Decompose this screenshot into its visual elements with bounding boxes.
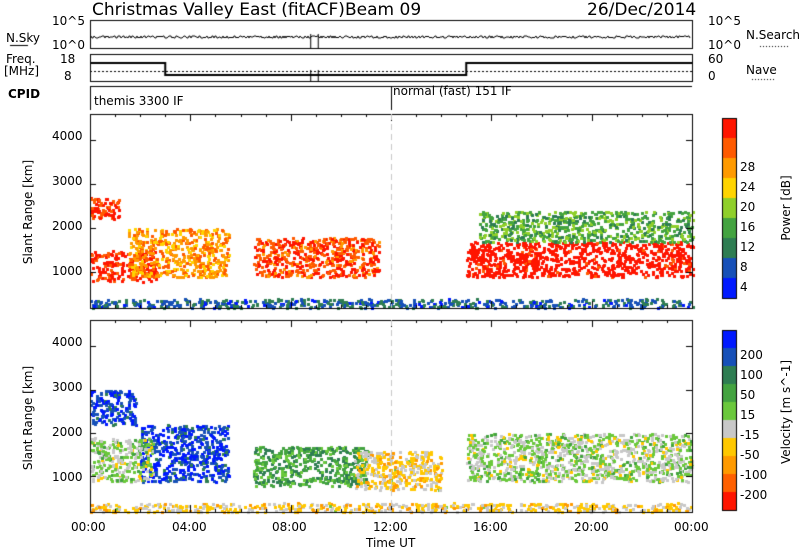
y-tick-1000-upper: 1000 [52, 264, 83, 278]
velocity-tick-neg15: -15 [740, 428, 760, 442]
velocity-tick-200: 200 [740, 348, 763, 362]
nsky-tick-high: 10^5 [52, 14, 85, 28]
y-tick-3000-lower: 3000 [52, 380, 83, 394]
power-tick-20: 20 [740, 200, 756, 214]
velocity-tick-neg200: -200 [740, 488, 768, 502]
power-colorbar-label: Power [dB] [779, 175, 793, 241]
velocity-tick-100: 100 [740, 368, 763, 382]
cpid-mode-2: normal (fast) 151 IF [393, 84, 512, 98]
power-tick-24: 24 [740, 180, 756, 194]
x-axis-label: Time UT [366, 536, 416, 550]
power-tick-12: 12 [740, 240, 756, 254]
y-tick-3000-upper: 3000 [52, 174, 83, 188]
power-tick-28: 28 [740, 160, 756, 174]
nsearch-tick-high: 10^5 [708, 14, 741, 28]
power-tick-4: 4 [740, 280, 748, 294]
x-tick-0800: 08:00 [272, 520, 307, 534]
date-label: 26/Dec/2014 [587, 0, 697, 20]
velocity-tick-50: 50 [740, 388, 756, 402]
nave-tick-high: 60 [708, 52, 724, 66]
x-tick-2000: 20:00 [574, 520, 609, 534]
y-tick-4000-upper: 4000 [52, 129, 83, 143]
freq-label: Freq. [6, 52, 36, 66]
cpid-label: CPID [8, 87, 41, 101]
nave-label: Nave [746, 63, 777, 77]
power-tick-8: 8 [740, 260, 748, 274]
freq-tick-low: 8 [64, 69, 72, 83]
y-tick-2000-upper: 2000 [52, 219, 83, 233]
nsky-label: N.Sky [6, 31, 41, 45]
x-tick-1200: 12:00 [373, 520, 408, 534]
freq-unit-label: [MHz] [4, 64, 40, 78]
x-tick-0400: 04:00 [172, 520, 207, 534]
y-axis-label-upper: Slant Range [km] [21, 159, 35, 265]
velocity-tick-neg100: -100 [740, 468, 768, 482]
x-tick-1600: 16:00 [473, 520, 508, 534]
y-axis-label-lower: Slant Range [km] [21, 365, 35, 471]
power-tick-16: 16 [740, 220, 756, 234]
velocity-colorbar-label: Velocity [m s^-1] [779, 359, 793, 465]
x-tick-0000: 00:00 [71, 520, 106, 534]
velocity-tick-15: 15 [740, 408, 756, 422]
velocity-tick-neg50: -50 [740, 448, 760, 462]
nsky-tick-low: 10^0 [52, 38, 85, 52]
nsearch-tick-low: 10^0 [708, 38, 741, 52]
beam-label: Beam 09 [345, 0, 422, 20]
nsearch-label: N.Search [746, 28, 800, 42]
plot-title: Christmas Valley East (fitACF) [92, 0, 345, 20]
freq-tick-high: 18 [60, 52, 76, 66]
y-tick-4000-lower: 4000 [52, 335, 83, 349]
nave-tick-low: 0 [708, 69, 716, 83]
y-tick-2000-lower: 2000 [52, 425, 83, 439]
y-tick-1000-lower: 1000 [52, 470, 83, 484]
cpid-mode-1: themis 3300 IF [94, 94, 184, 108]
x-tick-2400: 00:00 [674, 520, 709, 534]
